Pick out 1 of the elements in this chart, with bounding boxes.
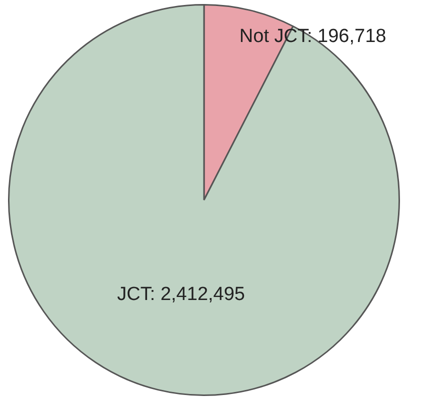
slice-label: JCT: 2,412,495 [117, 284, 245, 306]
